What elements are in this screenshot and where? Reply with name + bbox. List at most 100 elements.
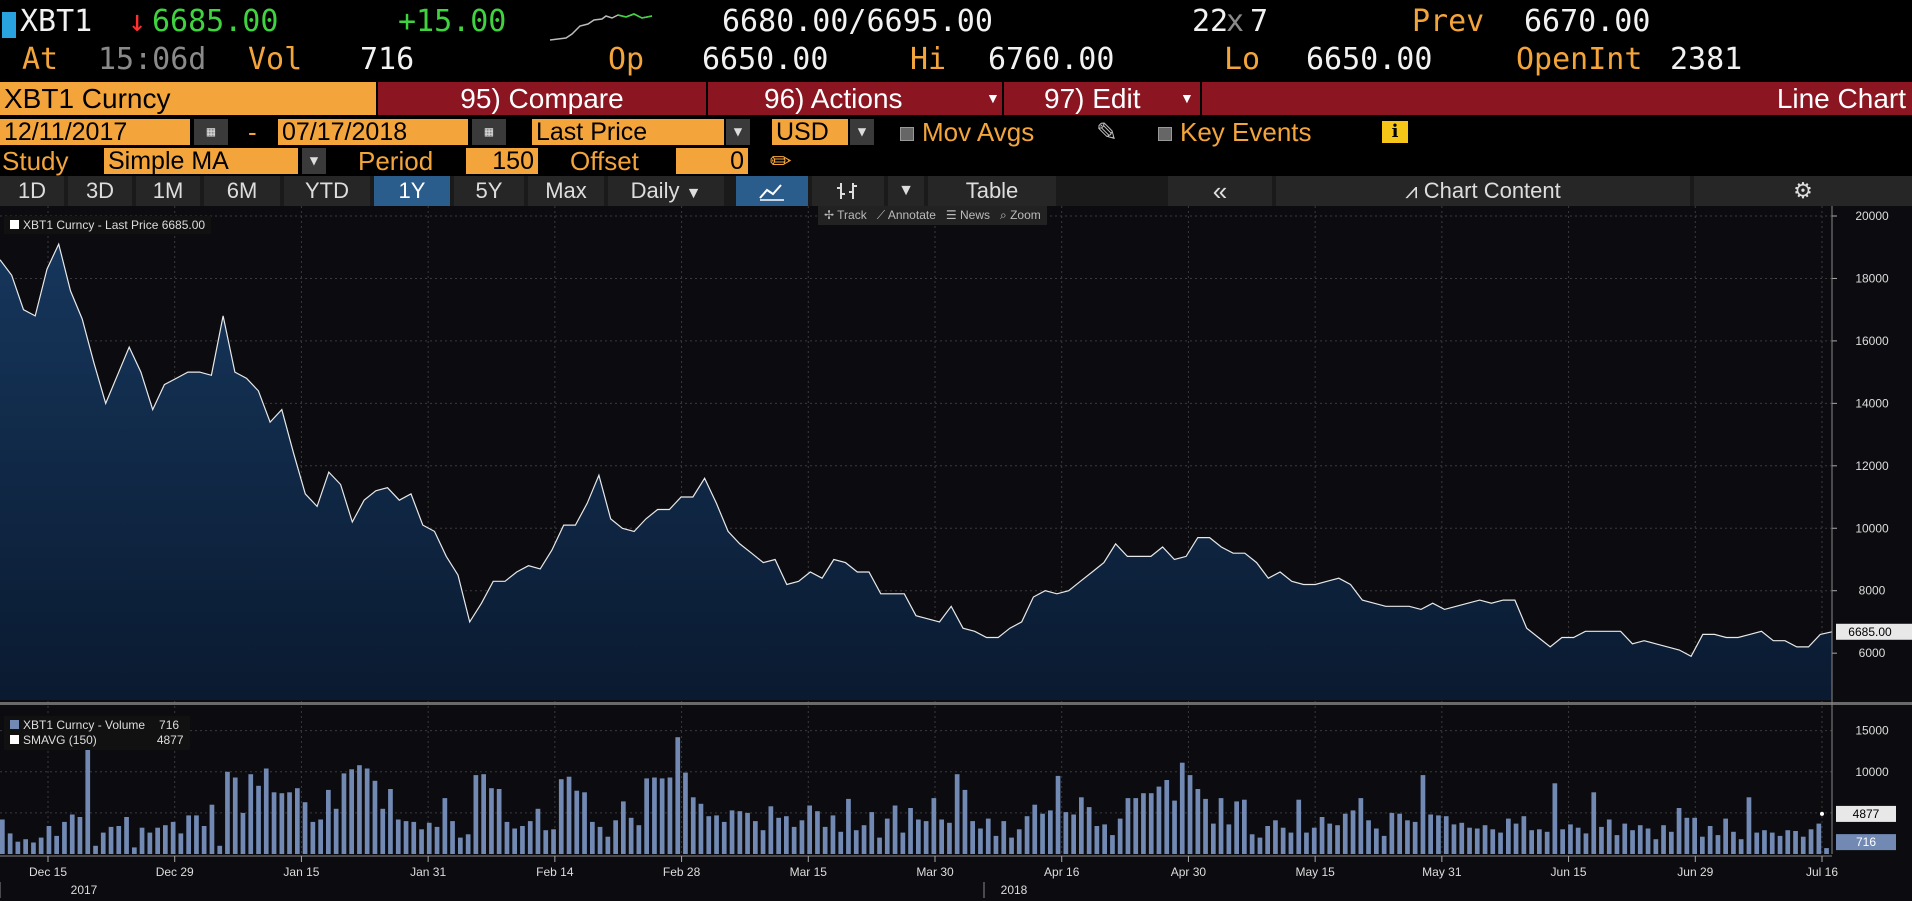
zoom-tool[interactable]: ⌕ Zoom: [1000, 208, 1041, 222]
volume-bar: [1319, 817, 1325, 854]
line-chart-icon[interactable]: [736, 176, 808, 206]
volume-bar: [1374, 828, 1379, 854]
volume-bar: [1024, 816, 1030, 854]
volume-bar: [100, 832, 106, 854]
volume-bar: [1079, 797, 1084, 854]
mov-avgs-toggle[interactable]: Mov Avgs: [900, 119, 1034, 145]
volume-bar: [838, 831, 844, 854]
price-legend: XBT1 Curncy - Last Price 6685.00: [4, 216, 212, 234]
tab-1y[interactable]: 1Y: [374, 176, 450, 206]
volume-bar: [1746, 797, 1752, 854]
volume-bar: [1187, 775, 1193, 854]
y-tick-label: 15000: [1855, 724, 1889, 738]
calendar-icon[interactable]: ▦: [194, 119, 228, 145]
volume-bar: [527, 821, 533, 854]
y-tick-label: 16000: [1855, 334, 1889, 348]
volume-bar: [279, 793, 285, 854]
dropdown-arrow-icon[interactable]: ▼: [888, 176, 924, 206]
track-tool[interactable]: ✢ Track: [824, 208, 867, 222]
volume-bar: [38, 837, 44, 854]
tab-ytd[interactable]: YTD: [284, 176, 370, 206]
volume-bar: [201, 826, 207, 854]
calendar-icon[interactable]: ▦: [472, 119, 506, 145]
volume-bar: [721, 821, 727, 854]
offset-field[interactable]: 0: [676, 148, 748, 174]
dropdown-arrow-icon[interactable]: ▼: [850, 119, 874, 145]
volume-bar: [791, 826, 797, 854]
annotate-tool[interactable]: ⟋ Annotate: [876, 208, 936, 222]
chart-area[interactable]: 6000800010000120001400016000180002000050…: [0, 206, 1912, 901]
volume-bar: [745, 812, 750, 854]
smavg-tag-label: 4877: [1853, 807, 1880, 821]
dropdown-arrow-icon[interactable]: ▼: [302, 148, 326, 174]
start-date-field[interactable]: 12/11/2017: [0, 119, 190, 145]
tab-1m[interactable]: 1M: [136, 176, 200, 206]
volume-bar: [978, 828, 983, 854]
volume-bar: [302, 802, 308, 854]
chart-content-button[interactable]: ⩘ Chart Content: [1276, 176, 1690, 206]
price-field-select[interactable]: Last Price: [532, 119, 724, 145]
volume-bar: [1016, 829, 1022, 854]
news-tool[interactable]: ☰ News: [945, 208, 990, 222]
actions-menu[interactable]: 96) Actions ▼: [708, 82, 1002, 115]
pencil-icon[interactable]: ✎: [1096, 117, 1118, 147]
volume-bar: [574, 790, 580, 854]
volume-bar: [93, 845, 98, 854]
volume-bar: [310, 821, 316, 854]
end-date-field[interactable]: 07/17/2018: [278, 119, 468, 145]
volume-bar: [209, 804, 215, 854]
volume-bar: [566, 776, 572, 854]
study-select[interactable]: Simple MA: [104, 148, 298, 174]
volume-bar: [1824, 848, 1829, 854]
vol-label: Vol: [248, 42, 303, 77]
key-events-toggle[interactable]: Key Events: [1158, 119, 1312, 145]
tab-1d[interactable]: 1D: [0, 176, 64, 206]
chart-type-label[interactable]: Line Chart: [1776, 83, 1906, 114]
volume-bar: [1032, 804, 1038, 854]
volume-bar: [481, 774, 486, 854]
volume-bar: [1172, 800, 1177, 854]
bar-chart-icon[interactable]: [812, 176, 884, 206]
price-legend-text: XBT1 Curncy - Last Price 6685.00: [23, 218, 206, 232]
volume-bar: [1218, 798, 1224, 854]
compare-button[interactable]: 95) Compare: [460, 83, 624, 114]
lo-label: Lo: [1224, 42, 1261, 77]
frequency-select[interactable]: Daily ▼: [608, 176, 724, 206]
x-tick-label: Dec 15: [29, 865, 67, 879]
toolbar: 1D 3D 1M 6M YTD 1Y 5Y Max Daily ▼ ▼ Tabl…: [0, 176, 1912, 206]
volume-bar: [364, 768, 370, 854]
prev-value: 6670.00: [1524, 4, 1651, 39]
volume-bar: [1164, 780, 1170, 854]
ticker[interactable]: XBT1: [20, 4, 93, 39]
edit-menu[interactable]: 97) Edit ▼: [1004, 82, 1200, 115]
tab-3d[interactable]: 3D: [68, 176, 132, 206]
volume-bar: [1110, 835, 1115, 854]
chart-svg[interactable]: 6000800010000120001400016000180002000050…: [0, 206, 1912, 901]
volume-bar: [690, 797, 696, 854]
volume-bar: [962, 789, 968, 854]
volume-bar: [1482, 825, 1488, 854]
volume-bar: [256, 785, 261, 854]
volume-bar: [931, 798, 937, 854]
lo-value: 6650.00: [1306, 42, 1433, 77]
tab-max[interactable]: Max: [528, 176, 604, 206]
frequency-label: Daily: [630, 178, 680, 203]
gear-icon[interactable]: ⚙: [1694, 176, 1912, 206]
security-field[interactable]: XBT1 Curncy: [0, 82, 376, 115]
tab-6m[interactable]: 6M: [204, 176, 280, 206]
volume-bar: [426, 822, 432, 854]
pencil-icon[interactable]: ✏: [770, 146, 792, 176]
actions-label: 96) Actions: [764, 83, 903, 114]
volume-bar: [714, 815, 719, 854]
currency-select[interactable]: USD: [772, 119, 848, 145]
volume-bar: [667, 777, 673, 854]
table-button[interactable]: Table: [928, 176, 1056, 206]
volume-bar: [411, 821, 417, 854]
y-tick-label: 20000: [1855, 209, 1889, 223]
dropdown-arrow-icon[interactable]: ▼: [726, 119, 750, 145]
volume-bar: [822, 826, 828, 854]
double-left-chevron-icon[interactable]: «: [1168, 176, 1272, 206]
period-field[interactable]: 150: [466, 148, 538, 174]
info-icon[interactable]: i: [1382, 121, 1408, 143]
tab-5y[interactable]: 5Y: [454, 176, 524, 206]
